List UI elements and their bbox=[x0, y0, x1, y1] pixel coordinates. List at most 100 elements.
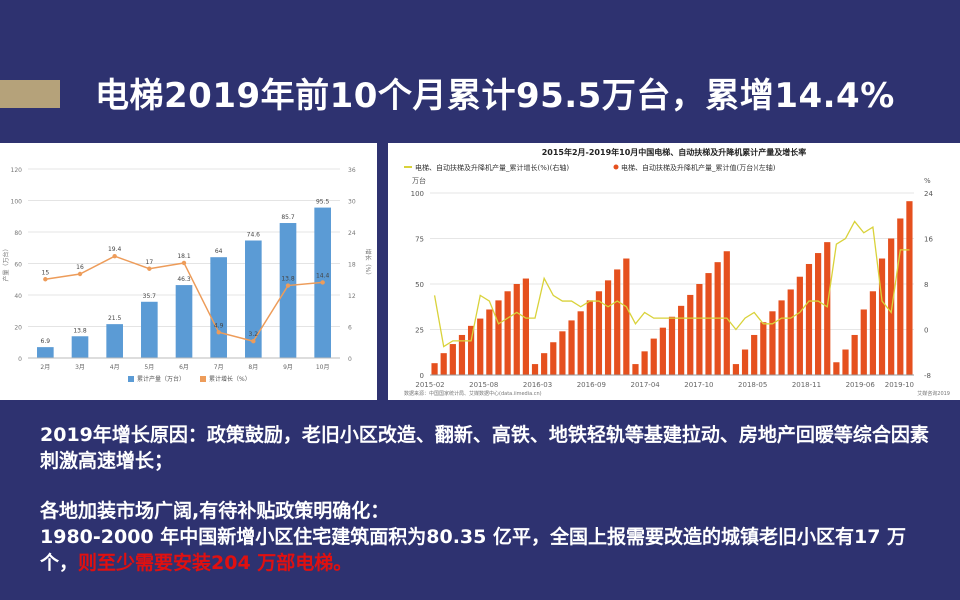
bar bbox=[778, 300, 785, 375]
bar bbox=[279, 223, 297, 358]
left-tick-label: 60 bbox=[14, 262, 22, 269]
bar bbox=[71, 336, 89, 358]
chart-title: 2015年2月-2019年10月中国电梯、自动扶梯及升降机累计产量及增长率 bbox=[542, 147, 807, 157]
right-tick-label: -8 bbox=[924, 372, 931, 380]
x-tick-label: 3月 bbox=[75, 364, 85, 371]
growth-value-label: 13.8 bbox=[281, 276, 295, 283]
x-tick-label: 5月 bbox=[144, 364, 154, 371]
bar bbox=[641, 351, 648, 375]
bar bbox=[851, 334, 858, 375]
growth-point bbox=[320, 280, 325, 285]
growth-value-label: 14.4 bbox=[316, 272, 330, 279]
right-unit-label: % bbox=[924, 177, 931, 185]
bar-value-label: 35.7 bbox=[143, 293, 157, 300]
bar-value-label: 95.5 bbox=[316, 199, 330, 206]
bar-value-label: 13.8 bbox=[73, 327, 87, 334]
right-tick-label: 30 bbox=[348, 199, 356, 206]
x-tick-label: 2018-05 bbox=[738, 381, 767, 389]
bar bbox=[888, 238, 895, 375]
bar bbox=[897, 218, 904, 375]
legend-label-line: 累计增长（%） bbox=[209, 375, 251, 383]
bar bbox=[513, 284, 520, 375]
right-tick-label: 0 bbox=[348, 356, 352, 363]
bar-value-label: 6.9 bbox=[41, 338, 51, 345]
left-tick-label: 100 bbox=[11, 199, 23, 206]
growth-point bbox=[251, 339, 256, 344]
legend-label-growth: 电梯、自动扶梯及升降机产量_累计增长(%)(右轴) bbox=[415, 163, 569, 172]
right-tick-label: 16 bbox=[924, 236, 933, 244]
bar bbox=[550, 342, 557, 375]
x-tick-label: 2016-09 bbox=[577, 381, 606, 389]
bar bbox=[687, 294, 694, 375]
growth-value-label: 15 bbox=[42, 269, 50, 276]
bar bbox=[796, 276, 803, 375]
legend-label-bar: 累计产量（万台） bbox=[137, 375, 185, 383]
bar bbox=[531, 364, 539, 375]
x-tick-label: 2016-03 bbox=[523, 381, 552, 389]
bar bbox=[431, 363, 438, 375]
bar bbox=[210, 257, 227, 358]
bar bbox=[568, 320, 575, 375]
bar bbox=[878, 258, 886, 375]
bar bbox=[632, 364, 639, 375]
bar bbox=[906, 201, 913, 375]
growth-value-label: 17 bbox=[146, 259, 154, 266]
bar bbox=[732, 364, 740, 375]
bar bbox=[504, 291, 511, 375]
right-axis-label: 增长（%） bbox=[364, 249, 372, 279]
right-tick-label: 36 bbox=[348, 167, 356, 174]
bar bbox=[449, 344, 456, 375]
left-tick-label: 0 bbox=[18, 356, 22, 363]
x-tick-label: 4月 bbox=[110, 364, 120, 371]
right-tick-label: 18 bbox=[348, 262, 356, 269]
bar bbox=[668, 316, 676, 375]
bar bbox=[440, 353, 447, 375]
x-tick-label: 10月 bbox=[316, 364, 330, 371]
left-tick-label: 75 bbox=[415, 236, 424, 244]
left-tick-label: 0 bbox=[420, 372, 424, 380]
growth-point bbox=[216, 330, 221, 335]
bar-value-label: 85.7 bbox=[281, 214, 295, 221]
x-tick-label: 7月 bbox=[214, 364, 224, 371]
bar bbox=[586, 300, 593, 375]
bar bbox=[458, 334, 466, 375]
growth-point bbox=[285, 283, 291, 288]
market-outlook-highlight: 则至少需要安装204 万部电梯。 bbox=[78, 552, 353, 574]
right-tick-label: 0 bbox=[924, 327, 928, 335]
bar bbox=[175, 285, 193, 358]
x-tick-label: 2018-11 bbox=[792, 381, 821, 389]
source-note: 数据来源：中国国家统计局、艾媒数据中心(data.iimedia.cn) bbox=[404, 390, 542, 397]
bar bbox=[842, 349, 849, 375]
bar bbox=[106, 324, 123, 358]
bar bbox=[595, 291, 603, 375]
bar bbox=[860, 309, 867, 375]
bar-value-label: 21.5 bbox=[108, 315, 122, 322]
bar bbox=[787, 289, 794, 375]
bar bbox=[604, 280, 612, 375]
bar-value-label: 64 bbox=[215, 248, 223, 255]
bar bbox=[805, 263, 813, 375]
growth-line bbox=[433, 220, 910, 348]
growth-value-label: 4.9 bbox=[214, 322, 224, 329]
bar bbox=[705, 273, 712, 375]
left-tick-label: 20 bbox=[14, 325, 22, 332]
x-tick-label: 2017-04 bbox=[630, 381, 660, 389]
left-tick-label: 50 bbox=[415, 281, 424, 289]
legend-label-production: 电梯、自动扶梯及升降机产量_累计值(万台)(左轴) bbox=[621, 163, 776, 172]
market-outlook-line1: 各地加装市场广阔,有待补贴政策明确化： bbox=[40, 500, 390, 522]
growth-point bbox=[77, 271, 83, 277]
bar bbox=[833, 362, 840, 375]
bar bbox=[614, 269, 621, 375]
growth-value-label: 16 bbox=[76, 264, 84, 271]
bar bbox=[37, 347, 54, 358]
bar bbox=[696, 284, 703, 375]
x-tick-label: 8月 bbox=[248, 364, 258, 371]
monthly-production-chart: 0 20 40 60 80 100 120 0 6 12 18 24 30 36 产量（万台） 增长（%） 6.… bbox=[0, 143, 377, 400]
growth-reasons-text: 2019年增长原因：政策鼓励，老旧小区改造、翻新、高铁、地铁轻轨等基建拉动、房地… bbox=[40, 424, 929, 472]
market-outlook-line2: 1980-2000 年中国新增小区住宅建筑面积为80.35 亿平，全国上报需要改… bbox=[40, 524, 940, 576]
growth-point bbox=[147, 266, 152, 271]
bar bbox=[678, 305, 685, 375]
monthly-production-chart-svg: 0 20 40 60 80 100 120 0 6 12 18 24 30 36 产量（万台） 增长（%） 6.… bbox=[2, 167, 372, 383]
bar bbox=[577, 311, 584, 375]
bar bbox=[751, 334, 758, 375]
